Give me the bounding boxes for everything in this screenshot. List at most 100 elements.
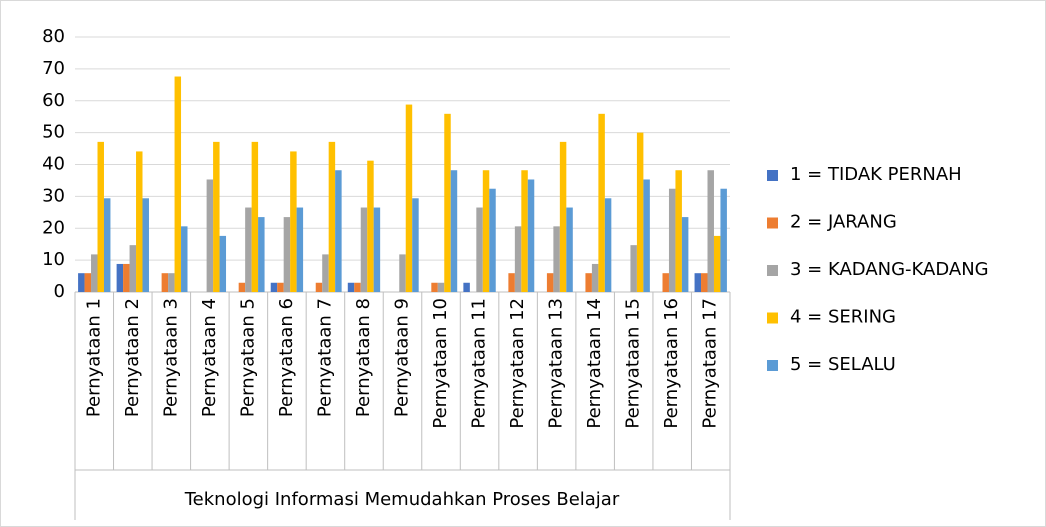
x-tick-label: Pernyataan 16 bbox=[661, 298, 682, 429]
bar bbox=[444, 113, 451, 292]
y-tick-label: 40 bbox=[42, 154, 65, 175]
bar bbox=[482, 170, 490, 292]
bar bbox=[437, 282, 445, 292]
x-tick-label: Pernyataan 6 bbox=[276, 298, 297, 417]
x-tick-label: Pernyataan 13 bbox=[546, 298, 567, 429]
bar bbox=[694, 273, 702, 292]
bar bbox=[354, 282, 361, 292]
x-tick-label: Pernyataan 3 bbox=[160, 298, 181, 417]
legend-swatch bbox=[767, 170, 778, 181]
x-tick-label: Pernyataan 4 bbox=[199, 298, 220, 417]
x-tick-label: Pernyataan 15 bbox=[623, 298, 644, 429]
y-tick-label: 50 bbox=[42, 122, 65, 143]
x-tick-label: Pernyataan 17 bbox=[700, 298, 721, 429]
x-tick-label: Pernyataan 9 bbox=[392, 298, 413, 417]
bar bbox=[701, 273, 708, 292]
legend-swatch bbox=[767, 265, 778, 276]
bar bbox=[328, 141, 336, 292]
bar bbox=[643, 179, 650, 292]
bar bbox=[508, 273, 515, 292]
bar bbox=[322, 254, 329, 292]
legend-label: 3 = KADANG-KADANG bbox=[790, 259, 989, 280]
bar bbox=[431, 282, 438, 292]
bar bbox=[630, 245, 637, 292]
x-tick-label: Pernyataan 2 bbox=[122, 298, 143, 417]
bar bbox=[668, 188, 676, 292]
bar bbox=[283, 217, 291, 292]
bar bbox=[116, 263, 124, 292]
bar bbox=[713, 235, 721, 292]
bar bbox=[97, 141, 104, 292]
bar bbox=[270, 282, 278, 292]
x-group-label: Teknologi Informasi Memudahkan Proses Be… bbox=[184, 489, 620, 510]
y-tick-label: 60 bbox=[42, 90, 65, 111]
bar bbox=[91, 254, 98, 292]
bar bbox=[591, 263, 599, 292]
bar bbox=[373, 207, 381, 292]
y-tick-label: 10 bbox=[42, 249, 65, 270]
bar bbox=[142, 198, 149, 292]
bar bbox=[296, 207, 304, 292]
legend-swatch bbox=[767, 360, 778, 371]
bar bbox=[181, 226, 188, 292]
bar bbox=[168, 273, 175, 292]
bar bbox=[315, 282, 323, 292]
bar bbox=[489, 188, 496, 292]
bar bbox=[347, 282, 355, 292]
bar bbox=[206, 179, 214, 292]
bar bbox=[335, 170, 342, 292]
bar bbox=[367, 160, 374, 292]
bar bbox=[219, 235, 227, 292]
bar bbox=[360, 207, 368, 292]
bar bbox=[213, 141, 220, 292]
x-tick-label: Pernyataan 12 bbox=[507, 298, 528, 429]
bar bbox=[521, 170, 528, 292]
bar bbox=[598, 113, 605, 292]
bar bbox=[103, 198, 111, 292]
bar bbox=[277, 282, 284, 292]
x-tick-label: Pernyataan 7 bbox=[314, 298, 335, 417]
legend-label: 1 = TIDAK PERNAH bbox=[790, 164, 962, 185]
bar bbox=[559, 141, 567, 292]
bar bbox=[463, 282, 470, 292]
legend-swatch bbox=[767, 217, 778, 229]
bar bbox=[84, 273, 92, 292]
bar bbox=[720, 188, 727, 292]
y-tick-label: 80 bbox=[42, 26, 65, 47]
bar bbox=[161, 273, 169, 292]
bar bbox=[405, 104, 413, 292]
x-tick-label: Pernyataan 10 bbox=[430, 298, 451, 429]
bar bbox=[245, 207, 252, 292]
bar bbox=[251, 141, 259, 292]
legend-label: 4 = SERING bbox=[790, 307, 896, 328]
bar bbox=[78, 273, 85, 292]
bar bbox=[238, 282, 246, 292]
y-tick-label: 70 bbox=[42, 58, 65, 79]
legend-label: 2 = JARANG bbox=[790, 212, 897, 233]
x-tick-label: Pernyataan 11 bbox=[469, 298, 490, 429]
x-tick-label: Pernyataan 1 bbox=[83, 298, 104, 417]
bar bbox=[553, 226, 560, 292]
x-tick-label: Pernyataan 8 bbox=[353, 298, 374, 417]
bar bbox=[527, 179, 535, 292]
bar bbox=[450, 170, 458, 292]
bar bbox=[675, 170, 682, 292]
bar bbox=[258, 217, 265, 292]
legend-label: 5 = SELALU bbox=[790, 354, 896, 375]
bar bbox=[514, 226, 522, 292]
legend-swatch bbox=[767, 312, 778, 324]
bar bbox=[681, 217, 689, 292]
y-tick-label: 20 bbox=[42, 217, 65, 238]
bar bbox=[290, 151, 297, 292]
bar bbox=[585, 273, 592, 292]
bar bbox=[662, 273, 669, 292]
bar bbox=[636, 132, 644, 292]
x-tick-label: Pernyataan 14 bbox=[584, 298, 605, 429]
bar bbox=[123, 263, 130, 292]
y-tick-label: 0 bbox=[54, 281, 65, 302]
bar bbox=[136, 151, 143, 292]
bar bbox=[129, 245, 137, 292]
y-tick-label: 30 bbox=[42, 185, 65, 206]
bar bbox=[604, 198, 612, 292]
